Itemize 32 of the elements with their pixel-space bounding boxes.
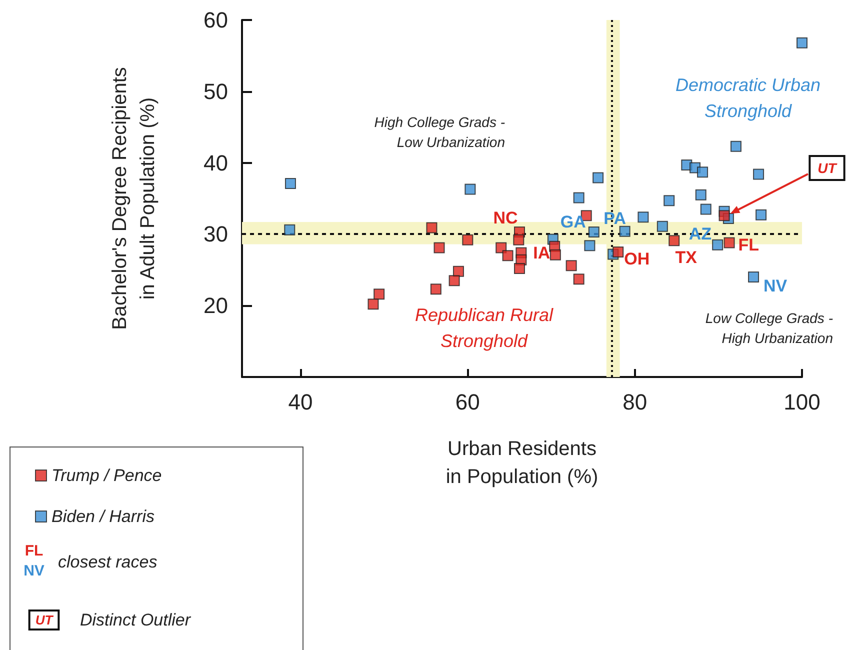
annotation: NC (493, 208, 518, 228)
legend-label: Biden / Harris (52, 507, 155, 526)
text: UT (818, 160, 838, 176)
y-tick-label: 50 (204, 78, 228, 104)
annotation: FL (738, 235, 760, 254)
text: UT (35, 612, 53, 628)
legend-label: Trump / Pence (52, 466, 162, 485)
annotation: NV (764, 276, 788, 296)
annotation: Republican Rural Stronghold (414, 304, 554, 352)
text: Distinct Outlier (80, 610, 192, 630)
annotation: TX (675, 248, 698, 268)
annotation: GA (560, 212, 586, 232)
x-tick-label: 60 (455, 390, 480, 414)
annotation: PA (604, 208, 626, 228)
annotation: High College Grads - Low Urbanization (374, 114, 506, 150)
annotation: Democratic Urban Stronghold (675, 74, 821, 122)
text: closest races (58, 552, 158, 572)
text: FL (24, 542, 44, 560)
y-tick-label: 60 (204, 8, 228, 32)
text: NV (24, 562, 44, 580)
x-tick-label: 80 (622, 390, 648, 414)
y-tick-label: 20 (204, 293, 228, 318)
x-axis-title: Urban Residents in Population (%) (446, 438, 598, 488)
annotation: AZ (688, 224, 712, 244)
y-axis-title: Bachelor's Degree Recipients in Adult Population (%) (109, 67, 159, 330)
annotation: IA (533, 243, 550, 262)
annotation: Low College Grads - High Urbanization (705, 310, 834, 346)
y-tick-label: 40 (204, 150, 228, 176)
x-tick-label: 40 (288, 390, 313, 414)
y-tick-label: 30 (204, 222, 228, 247)
annotation: OH (624, 250, 650, 269)
x-tick-label: 100 (784, 390, 820, 414)
